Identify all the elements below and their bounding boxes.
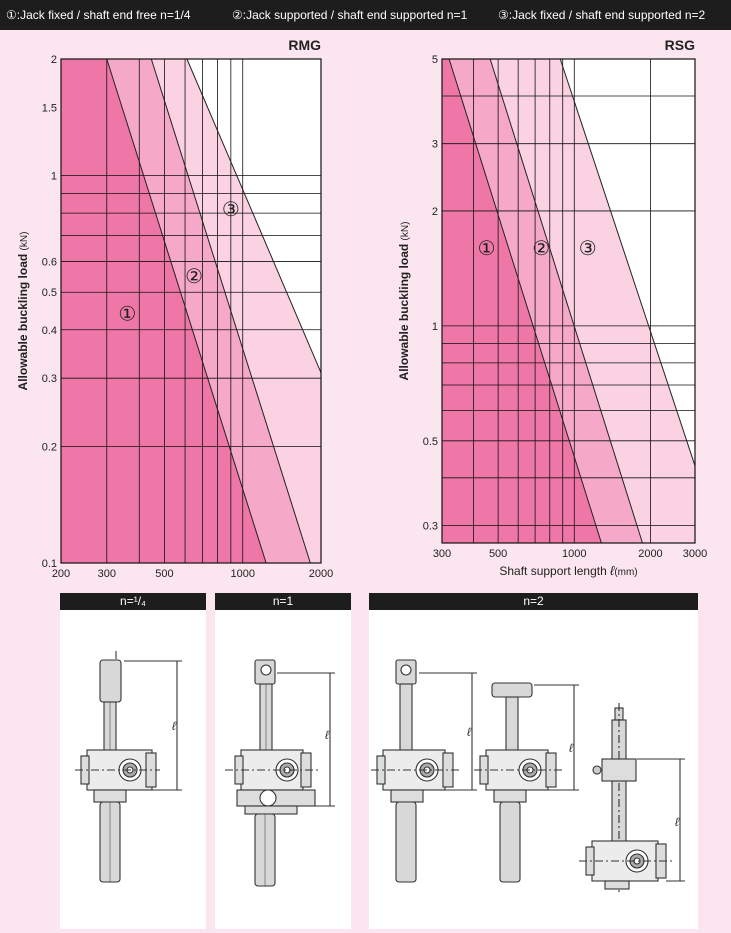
- rsg-y-tick-label: 0.5: [423, 436, 438, 448]
- rsg-x-tick-label: 500: [489, 548, 507, 560]
- rmg-series-line-3: [186, 58, 322, 373]
- rsg-y-tick-label: 5: [432, 54, 438, 66]
- panel-header-n-quarter: n=¹/₄: [60, 593, 206, 610]
- rmg-y-tick-label: 1.5: [42, 102, 57, 114]
- rmg-series-line-1: [106, 58, 267, 564]
- rmg-y-tick-label: 0.6: [42, 257, 57, 269]
- rsg-series-line-3: [559, 58, 696, 466]
- legend-case-2: ②:Jack supported / shaft end supported n…: [232, 8, 468, 22]
- rmg-chart: 200 300 500 1000 2000 0.1 0.2 0.3 0.4 0.5 0.6 1 1.5 2…: [16, 37, 333, 578]
- jack-diagram-supported-supported: ℓ: [225, 659, 335, 887]
- length-symbol-panel3b: ℓ: [569, 741, 574, 755]
- rmg-y-tick-label: 0.1: [42, 558, 57, 570]
- legend-case-3: ③:Jack fixed / shaft end supported n=2: [498, 8, 706, 22]
- rmg-plot-border: [60, 58, 322, 564]
- rmg-x-tick-label: 300: [98, 568, 116, 578]
- rsg-x-tick-label: 1000: [562, 548, 586, 560]
- length-symbol-panel3a: ℓ: [467, 725, 472, 739]
- rmg-y-tick-label: 0.4: [42, 325, 57, 337]
- rmg-x-tick-label: 1000: [230, 568, 254, 578]
- rsg-series-line-2: [489, 58, 643, 544]
- rsg-region-label-1: ①: [478, 238, 496, 260]
- rsg-series-line-1: [448, 58, 602, 544]
- rsg-title: RSG: [665, 37, 695, 53]
- rsg-x-tick-label: 300: [433, 548, 451, 560]
- rmg-series-line-2: [150, 58, 311, 564]
- length-symbol-panel2: ℓ: [325, 728, 330, 742]
- diagram-panel-n-quarter: n=¹/₄ ℓ: [60, 593, 206, 929]
- rsg-region-1: [442, 59, 602, 543]
- rmg-region-label-1: ①: [118, 304, 136, 326]
- rmg-region-label-2: ②: [185, 266, 203, 288]
- diagram-panel-n-2: n=2: [369, 593, 698, 929]
- rsg-x-tick-label: 2000: [638, 548, 662, 560]
- rsg-plot-border: [441, 58, 696, 544]
- rsg-y-axis-label: Allowable buckling load (kN): [397, 222, 411, 381]
- legend-bar: ①:Jack fixed / shaft end free n=1/4 ②:Ja…: [0, 0, 731, 30]
- rsg-region-label-3: ③: [579, 238, 597, 260]
- rsg-chart: 300 500 1000 2000 3000 0.3 0.5 1 2 3 5 RSG Shaft sup…: [397, 37, 707, 578]
- rsg-y-tick-label: 0.3: [423, 521, 438, 533]
- rsg-y-tick-label: 3: [432, 139, 438, 151]
- rmg-region-label-3: ③: [222, 199, 240, 221]
- length-symbol-panel3c: ℓ: [675, 815, 680, 829]
- rsg-y-tick-label: 1: [432, 321, 438, 333]
- rsg-x-axis-label: Shaft support length ℓ(mm): [499, 563, 637, 578]
- panel-header-n-2: n=2: [369, 593, 698, 610]
- rsg-region-label-2: ②: [532, 238, 550, 260]
- jack-diagram-fixed-free: ℓ: [75, 651, 182, 883]
- rmg-x-tick-label: 500: [155, 568, 173, 578]
- rmg-y-tick-label: 0.5: [42, 287, 57, 299]
- rsg-y-tick-label: 2: [432, 206, 438, 218]
- jack-diagrams-fixed-supported: ℓ ℓ ℓ: [371, 659, 685, 893]
- rsg-x-tick-label: 3000: [683, 548, 707, 560]
- panel-header-n-1: n=1: [215, 593, 351, 610]
- rmg-y-tick-label: 0.3: [42, 373, 57, 385]
- diagram-panel-n-1: n=1 ℓ: [215, 593, 351, 929]
- rmg-y-tick-label: 2: [51, 54, 57, 66]
- legend-case-1: ①:Jack fixed / shaft end free n=1/4: [6, 8, 191, 22]
- rmg-region-1: [61, 59, 267, 563]
- rmg-y-axis-label: Allowable buckling load (kN): [16, 232, 30, 391]
- rmg-y-tick-label: 1: [51, 171, 57, 183]
- rmg-title: RMG: [288, 37, 321, 53]
- rmg-x-tick-label: 200: [52, 568, 70, 578]
- length-symbol-panel1: ℓ: [172, 719, 177, 733]
- rmg-x-tick-label: 2000: [309, 568, 333, 578]
- rmg-y-tick-label: 0.2: [42, 441, 57, 453]
